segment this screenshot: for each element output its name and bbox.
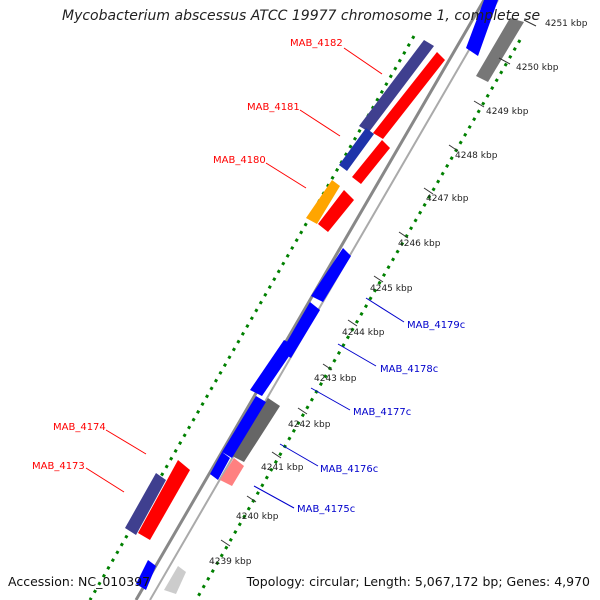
gene-label[interactable]: MAB_4180 [213, 155, 266, 166]
tick-mark [220, 539, 231, 547]
tick-mark [473, 100, 485, 108]
tick-label: 4251 kbp [545, 19, 588, 29]
kbp-ticks [220, 19, 537, 547]
gene-label[interactable]: MAB_4182 [290, 38, 343, 49]
leader-line [299, 109, 341, 137]
gene-mab-4172-cds[interactable] [164, 566, 186, 594]
gene-label[interactable]: MAB_4179c [407, 320, 465, 331]
tick-mark [373, 275, 384, 283]
gene-mab-4176c-grey[interactable] [232, 398, 280, 462]
gene-mab-4175c-b[interactable] [210, 452, 230, 480]
tick-label: 4245 kbp [370, 284, 413, 294]
gene-label[interactable]: MAB_4178c [380, 364, 438, 375]
gene-mab-4180-cds[interactable] [306, 180, 340, 224]
tick-label: 4239 kbp [209, 557, 252, 567]
tick-label: 4249 kbp [486, 107, 529, 117]
accession-text: Accession: NC_010397 [8, 574, 151, 589]
gene-mab-4175c[interactable] [220, 458, 244, 486]
tick-mark [498, 57, 511, 65]
tick-mark [423, 187, 434, 195]
leader-line [337, 343, 377, 367]
leader-line [253, 485, 295, 509]
leader-line [279, 443, 319, 467]
tick-label: 4242 kbp [288, 420, 331, 430]
gene-mab-4173-cds[interactable] [136, 560, 156, 590]
gene-label[interactable]: MAB_4173 [32, 461, 85, 472]
gene-label[interactable]: MAB_4176c [320, 464, 378, 475]
leader-line [105, 429, 147, 455]
gene-mab-4181-arrow[interactable] [352, 140, 390, 184]
leader-line [310, 387, 351, 411]
tick-label: 4243 kbp [314, 374, 357, 384]
tick-label: 4248 kbp [455, 151, 498, 161]
tick-label: 4250 kbp [516, 63, 559, 73]
gene-mab-4182-arrow[interactable] [373, 52, 445, 139]
gene-label[interactable]: MAB_4181 [247, 102, 300, 113]
leader-line [85, 467, 125, 493]
forward-label-leaders [85, 47, 383, 493]
gene-mab-4180-arrow[interactable] [318, 190, 354, 232]
tick-mark [523, 19, 537, 27]
gene-label[interactable]: MAB_4174 [53, 422, 106, 433]
tick-label: 4241 kbp [261, 463, 304, 473]
outer-backbone [134, 0, 486, 600]
tick-mark [246, 495, 257, 503]
genome-summary-text: Topology: circular; Length: 5,067,172 bp… [246, 574, 590, 589]
tick-mark [322, 363, 333, 371]
gene-reverse-b[interactable] [476, 18, 524, 82]
gene-mab-4182-cds[interactable] [359, 40, 434, 132]
kbp-tick-labels: 4251 kbp 4250 kbp 4249 kbp 4248 kbp 4247… [209, 19, 588, 567]
gene-label[interactable]: MAB_4175c [297, 504, 355, 515]
reverse-gene-labels: MAB_4179c MAB_4178c MAB_4177c MAB_4176c … [297, 320, 465, 515]
leader-line [365, 297, 405, 323]
gene-mab-4181-cds[interactable] [339, 128, 374, 171]
gene-label[interactable]: MAB_4177c [353, 407, 411, 418]
gene-mab-4174-cds[interactable] [125, 473, 166, 535]
reverse-label-leaders [253, 297, 405, 509]
tick-mark [448, 144, 459, 152]
tick-label: 4246 kbp [398, 239, 441, 249]
forward-gene-labels: MAB_4182 MAB_4181 MAB_4180 MAB_4174 MAB_… [32, 38, 343, 472]
gene-mab-4174-arrow[interactable] [138, 460, 190, 540]
tick-mark [347, 319, 358, 327]
tick-mark [297, 407, 308, 415]
tick-label: 4244 kbp [342, 328, 385, 338]
leader-line [343, 47, 383, 75]
forward-features [125, 40, 445, 594]
leader-line [265, 162, 307, 189]
gene-mab-4177c[interactable] [250, 340, 296, 396]
gene-mab-4176c[interactable] [222, 396, 266, 458]
gene-mab-4179c[interactable] [311, 248, 351, 302]
gene-reverse-a[interactable] [466, 0, 498, 56]
tick-mark [271, 451, 282, 459]
tick-label: 4240 kbp [236, 512, 279, 522]
reverse-features [210, 0, 524, 486]
map-title: Mycobacterium abscessus ATCC 19977 chrom… [62, 8, 540, 24]
tick-label: 4247 kbp [426, 194, 469, 204]
tick-mark [398, 231, 409, 239]
